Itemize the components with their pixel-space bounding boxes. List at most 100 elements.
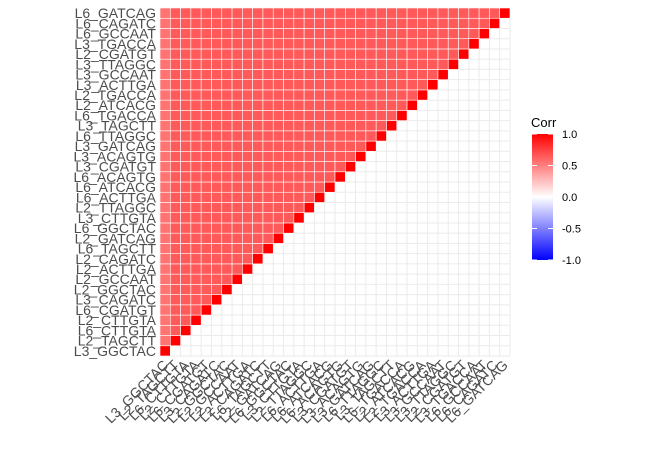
- correlation-cell: [211, 181, 223, 193]
- correlation-cell: [324, 28, 336, 40]
- correlation-cell: [468, 17, 480, 29]
- correlation-cell: [324, 17, 336, 29]
- correlation-cell: [169, 17, 181, 29]
- legend-tick-label: -0.5: [562, 224, 581, 236]
- correlation-cell: [417, 79, 428, 91]
- correlation-cell: [262, 58, 274, 70]
- correlation-cell: [159, 7, 171, 19]
- diagonal-cell: [303, 202, 315, 214]
- correlation-cell: [334, 38, 346, 50]
- correlation-cell: [458, 38, 470, 50]
- correlation-cell: [211, 120, 223, 132]
- correlation-cell: [190, 17, 202, 29]
- correlation-cell: [231, 99, 243, 111]
- correlation-cell: [293, 79, 305, 91]
- correlation-cell: [365, 48, 377, 60]
- correlation-cell: [190, 284, 202, 295]
- correlation-cell: [396, 17, 408, 29]
- correlation-cell: [272, 79, 284, 91]
- correlation-cell: [314, 48, 326, 60]
- y-tick-label: L2_CGATGT: [75, 46, 156, 62]
- correlation-cell: [169, 99, 181, 111]
- correlation-cell: [159, 171, 171, 183]
- correlation-cell: [375, 110, 387, 121]
- correlation-cell: [303, 99, 315, 111]
- correlation-cell: [180, 130, 192, 142]
- correlation-cell: [283, 99, 295, 111]
- correlation-cell: [262, 202, 274, 214]
- correlation-cell: [314, 89, 326, 101]
- correlation-cell: [406, 17, 418, 29]
- correlation-cell: [231, 253, 243, 265]
- diagonal-cell: [242, 263, 253, 275]
- correlation-cell: [252, 150, 264, 162]
- correlation-cell: [180, 232, 192, 244]
- correlation-cell: [180, 222, 192, 234]
- correlation-cell: [169, 69, 181, 80]
- correlation-cell: [283, 191, 295, 203]
- correlation-cell: [169, 304, 181, 316]
- correlation-cell: [242, 130, 253, 142]
- correlation-cell: [458, 7, 470, 19]
- correlation-cell: [200, 69, 212, 80]
- correlation-cell: [303, 48, 315, 60]
- correlation-cell: [344, 120, 356, 132]
- correlation-cell: [262, 38, 274, 50]
- correlation-cell: [180, 171, 192, 183]
- correlation-cell: [159, 79, 171, 91]
- correlation-cell: [211, 58, 223, 70]
- correlation-cell: [324, 99, 336, 111]
- y-tick-label: L3_CAGATC: [75, 292, 156, 308]
- correlation-cell: [180, 99, 192, 111]
- correlation-cell: [169, 202, 181, 214]
- correlation-cell: [293, 202, 305, 214]
- correlation-cell: [334, 140, 346, 152]
- correlation-cell: [242, 161, 253, 173]
- correlation-cell: [375, 48, 387, 60]
- correlation-cell: [334, 110, 346, 121]
- correlation-cell: [458, 28, 470, 40]
- correlation-cell: [169, 253, 181, 265]
- correlation-cell: [344, 89, 356, 101]
- correlation-cell: [355, 48, 367, 60]
- correlation-cell: [427, 58, 439, 70]
- correlation-cell: [283, 150, 295, 162]
- correlation-cell: [242, 232, 253, 244]
- correlation-cell: [272, 191, 284, 203]
- correlation-cell: [159, 314, 171, 326]
- diagonal-cell: [169, 335, 181, 347]
- correlation-cell: [159, 161, 171, 173]
- correlation-cell: [169, 222, 181, 234]
- correlation-cell: [303, 110, 315, 121]
- correlation-cell: [200, 48, 212, 60]
- correlation-cell: [221, 130, 233, 142]
- correlation-cell: [190, 222, 202, 234]
- correlation-cell: [427, 69, 439, 80]
- correlation-cell: [272, 222, 284, 234]
- correlation-cell: [200, 171, 212, 183]
- correlation-cell: [211, 38, 223, 50]
- correlation-cell: [262, 110, 274, 121]
- correlation-cell: [190, 181, 202, 193]
- correlation-cell: [231, 191, 243, 203]
- correlation-cell: [211, 7, 223, 19]
- correlation-cell: [200, 253, 212, 265]
- correlation-cell: [169, 314, 181, 326]
- correlation-cell: [262, 212, 274, 224]
- correlation-cell: [324, 150, 336, 162]
- correlation-cell: [252, 120, 264, 132]
- correlation-cell: [159, 140, 171, 152]
- correlation-cell: [406, 48, 418, 60]
- diagonal-cell: [231, 273, 243, 285]
- correlation-cell: [283, 38, 295, 50]
- correlation-cell: [334, 28, 346, 40]
- correlation-cell: [159, 304, 171, 316]
- correlation-cell: [211, 232, 223, 244]
- correlation-cell: [169, 294, 181, 306]
- correlation-cell: [355, 120, 367, 132]
- correlation-cell: [293, 110, 305, 121]
- correlation-cell: [303, 7, 315, 19]
- correlation-cell: [417, 58, 428, 70]
- correlation-cell: [355, 28, 367, 40]
- correlation-cell: [437, 7, 449, 19]
